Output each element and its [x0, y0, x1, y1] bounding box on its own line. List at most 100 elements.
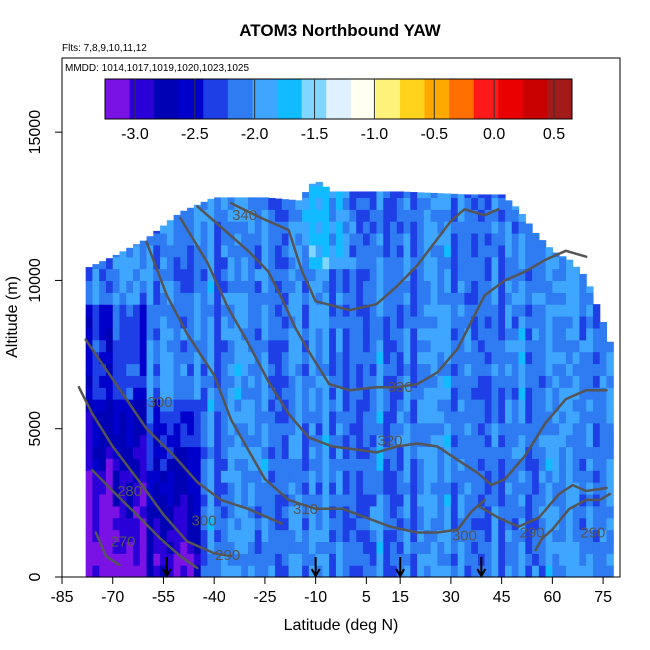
heatmap-cell — [572, 292, 581, 305]
heatmap-cell — [302, 422, 310, 436]
heatmap-cell — [430, 446, 438, 459]
heatmap-cell — [538, 493, 547, 507]
heatmap-cell — [396, 422, 405, 436]
heatmap-cell — [248, 351, 256, 365]
heatmap-cell — [153, 565, 161, 578]
heatmap-cell — [477, 399, 486, 412]
heatmap-cell — [322, 316, 330, 329]
heatmap-cell — [471, 434, 479, 448]
heatmap-cell — [586, 399, 594, 412]
heatmap-cell — [193, 493, 202, 507]
heatmap-cell — [342, 493, 351, 507]
heatmap-cell — [552, 529, 560, 543]
heatmap-cell — [133, 541, 141, 554]
heatmap-cell — [525, 304, 533, 317]
heatmap-cell — [505, 304, 513, 317]
heatmap-cell — [511, 387, 520, 400]
heatmap-cell — [99, 387, 107, 400]
colorbar-tick-label: -1.5 — [301, 126, 329, 143]
heatmap-cell — [220, 434, 229, 448]
heatmap-cell — [572, 505, 581, 519]
heatmap-cell — [254, 316, 263, 329]
heatmap-cell — [329, 244, 337, 258]
heatmap-cell — [356, 304, 364, 317]
colorbar-swatch — [473, 79, 499, 119]
heatmap-cell — [315, 422, 323, 436]
heatmap-cell — [457, 493, 466, 507]
heatmap-cell — [457, 375, 466, 388]
heatmap-cell — [139, 470, 148, 483]
heatmap-cell — [295, 399, 303, 412]
heatmap-cell — [166, 221, 175, 234]
heatmap-cell — [329, 363, 337, 376]
heatmap-cell — [315, 553, 323, 566]
heatmap-cell — [241, 221, 249, 234]
heatmap-cell — [275, 410, 283, 424]
heatmap-cell — [241, 339, 249, 353]
heatmap-cell — [390, 375, 398, 388]
heatmap-cell — [342, 505, 351, 519]
heatmap-cell — [565, 470, 574, 483]
heatmap-cell — [261, 232, 269, 246]
heatmap-cell — [133, 434, 141, 448]
dates-note: MMDD: 1014,1017,1019,1020,1023,1025 — [65, 63, 249, 74]
heatmap-cell — [606, 541, 614, 554]
heatmap-cell — [214, 387, 222, 400]
heatmap-cell — [518, 529, 526, 543]
heatmap-cell — [491, 197, 499, 210]
heatmap-cell — [139, 268, 148, 282]
heatmap-cell — [275, 399, 283, 412]
contour-label: 280 — [117, 483, 142, 500]
heatmap-cell — [335, 292, 344, 305]
heatmap-cell — [261, 399, 269, 412]
heatmap-cell — [444, 482, 452, 495]
heatmap-cell — [207, 209, 215, 222]
heatmap-cell — [538, 316, 547, 329]
heatmap-cell — [126, 339, 134, 353]
heatmap-cell — [390, 209, 398, 222]
heatmap-cell — [396, 541, 405, 554]
heatmap-cell — [275, 493, 283, 507]
colorbar-swatch — [399, 79, 426, 119]
heatmap-cell — [193, 280, 202, 293]
heatmap-cell — [356, 375, 364, 388]
heatmap-cell — [552, 505, 560, 519]
heatmap-cell — [592, 327, 601, 341]
heatmap-cell — [315, 375, 323, 388]
heatmap-cell — [369, 316, 378, 329]
heatmap-cell — [565, 565, 574, 578]
heatmap-cell — [376, 541, 384, 554]
heatmap-cell — [275, 434, 283, 448]
heatmap-cell — [261, 553, 269, 566]
heatmap-cell — [532, 493, 540, 507]
heatmap-cell — [254, 470, 263, 483]
heatmap-cell — [99, 529, 107, 543]
heatmap-cell — [403, 256, 411, 270]
heatmap-cell — [444, 399, 452, 412]
heatmap-cell — [572, 399, 581, 412]
heatmap-cell — [559, 256, 567, 270]
heatmap-cell — [248, 553, 256, 566]
heatmap-cell — [477, 422, 486, 436]
heatmap-cell — [417, 209, 425, 222]
heatmap-cell — [220, 244, 229, 258]
heatmap-cell — [166, 220, 175, 222]
heatmap-cell — [552, 565, 560, 578]
heatmap-cell — [254, 221, 263, 234]
heatmap-cell — [139, 541, 148, 554]
heatmap-cell — [599, 327, 608, 341]
heatmap-cell — [464, 304, 472, 317]
x-tick-label: -70 — [101, 589, 124, 606]
heatmap-cell — [295, 232, 303, 246]
heatmap-cell — [207, 327, 215, 341]
heatmap-cell — [234, 410, 242, 424]
heatmap-cell — [599, 339, 608, 353]
heatmap-cell — [335, 191, 344, 198]
heatmap-cell — [457, 304, 466, 317]
heatmap-cell — [119, 470, 127, 483]
heatmap-cell — [261, 529, 269, 543]
heatmap-cell — [153, 387, 161, 400]
heatmap-cell — [112, 541, 121, 554]
heatmap-cell — [126, 351, 134, 365]
heatmap-cell — [532, 327, 540, 341]
